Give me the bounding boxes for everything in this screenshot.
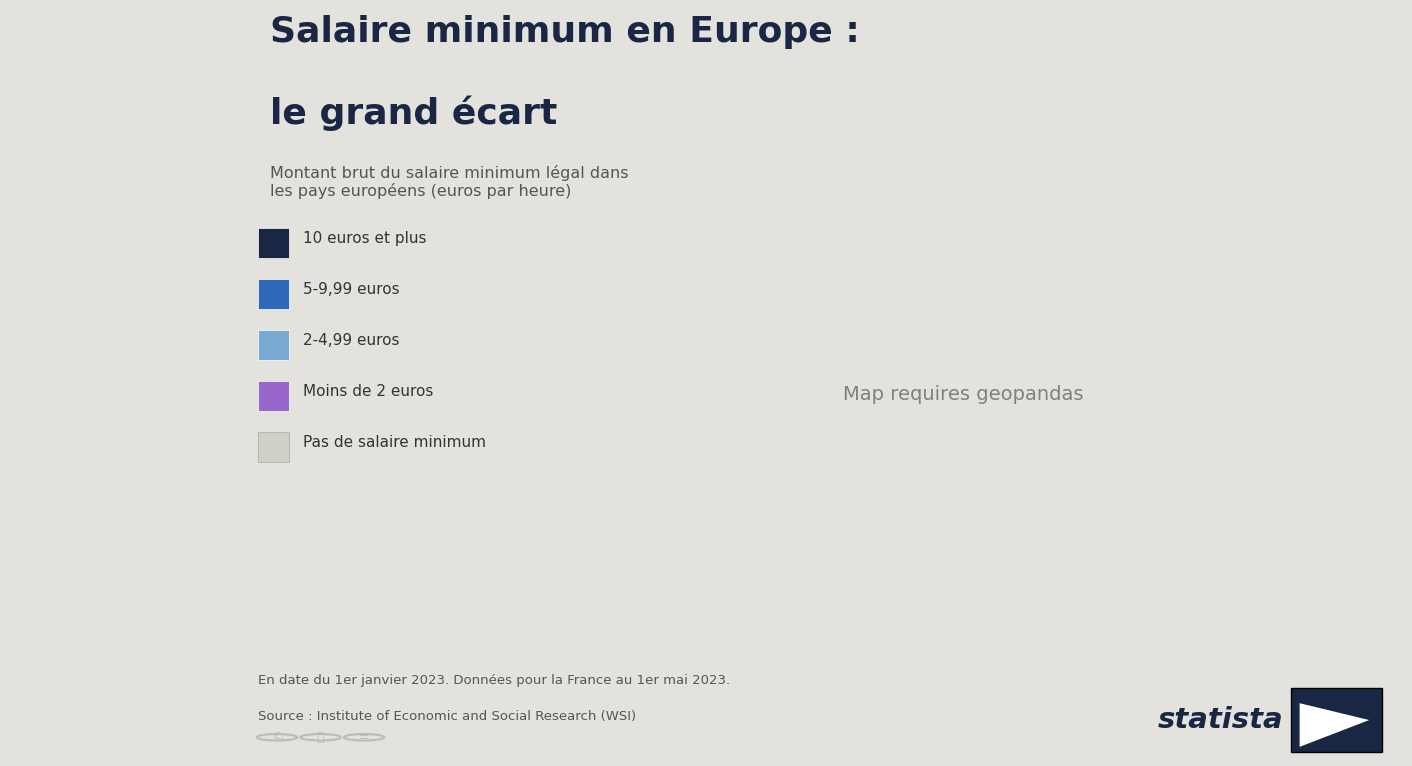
FancyBboxPatch shape <box>1292 688 1381 752</box>
Text: Pas de salaire minimum: Pas de salaire minimum <box>304 435 486 450</box>
Text: statista: statista <box>1158 706 1284 734</box>
Text: ©: © <box>271 731 284 744</box>
Text: Montant brut du salaire minimum légal dans: Montant brut du salaire minimum légal da… <box>270 165 628 181</box>
Text: En date du 1er janvier 2023. Données pour la France au 1er mai 2023.: En date du 1er janvier 2023. Données pou… <box>258 674 730 687</box>
Bar <box>258 330 288 360</box>
Bar <box>258 381 288 411</box>
Text: Salaire minimum en Europe :: Salaire minimum en Europe : <box>270 15 860 49</box>
Text: =: = <box>359 731 370 744</box>
Text: les pays européens (euros par heure): les pays européens (euros par heure) <box>270 183 570 199</box>
Bar <box>258 228 288 258</box>
Text: Map requires geopandas: Map requires geopandas <box>843 385 1084 404</box>
Bar <box>258 432 288 462</box>
Bar <box>258 279 288 309</box>
Text: 10 euros et plus: 10 euros et plus <box>304 231 426 246</box>
Text: 5-9,99 euros: 5-9,99 euros <box>304 282 400 297</box>
Text: ⓘ: ⓘ <box>316 731 325 744</box>
Text: Source : Institute of Economic and Social Research (WSI): Source : Institute of Economic and Socia… <box>258 710 637 723</box>
Text: le grand écart: le grand écart <box>270 96 558 131</box>
Text: Moins de 2 euros: Moins de 2 euros <box>304 384 433 399</box>
Text: 2-4,99 euros: 2-4,99 euros <box>304 333 400 348</box>
Polygon shape <box>1299 703 1370 747</box>
